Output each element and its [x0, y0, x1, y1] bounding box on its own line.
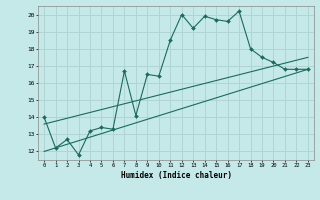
X-axis label: Humidex (Indice chaleur): Humidex (Indice chaleur) — [121, 171, 231, 180]
